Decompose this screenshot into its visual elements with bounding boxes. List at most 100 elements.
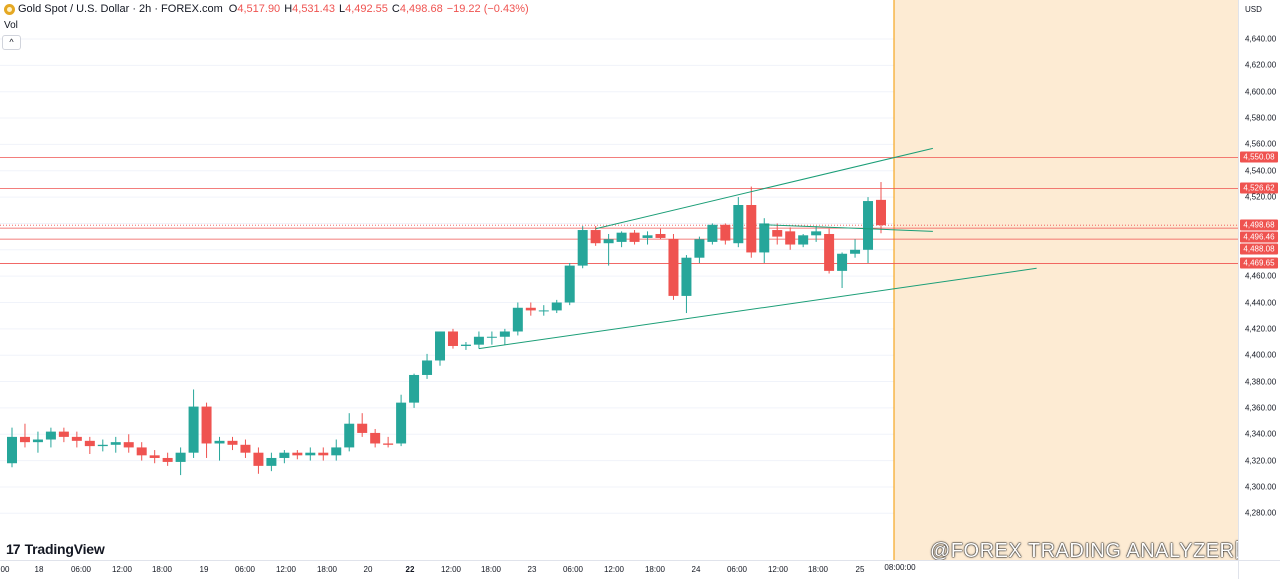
candle-body — [266, 457, 277, 466]
time-tick-label: 23 — [527, 565, 537, 574]
candle-body — [227, 440, 238, 445]
tradingview-logo[interactable]: 17 TradingView — [6, 541, 105, 557]
candle-body — [850, 249, 861, 254]
candle-body — [435, 331, 446, 361]
low-key: L — [338, 3, 346, 15]
candle-body — [629, 232, 640, 242]
time-tick-label: 06:00 — [562, 565, 584, 574]
price-level-tag[interactable]: 4,550.08 — [1240, 151, 1278, 163]
candle-body — [694, 239, 705, 258]
candle-body — [473, 336, 484, 345]
candle-body — [863, 201, 874, 250]
time-tick-label: 18:00 — [151, 565, 173, 574]
candle-body — [32, 439, 43, 443]
candle-body — [772, 230, 783, 237]
time-tick-label: 06:00 — [234, 565, 256, 574]
candle-body — [668, 239, 679, 296]
candle-body — [305, 452, 316, 456]
time-tick-label: 12:00 — [111, 565, 133, 574]
low-value: 4,492.55 — [345, 3, 388, 15]
symbol-legend[interactable]: Gold Spot / U.S. Dollar · 2h · FOREX.com… — [4, 3, 533, 15]
candle-body — [590, 230, 601, 244]
candle-body — [175, 452, 186, 462]
gold-symbol-icon — [4, 3, 15, 15]
price-level-tag[interactable]: 4,488.08 — [1240, 243, 1278, 255]
time-axis[interactable]: 00 18 06:00 12:00 18:00 19 06:00 12:00 18:00 20 22… — [0, 560, 1238, 579]
candle-body — [383, 443, 394, 445]
chart-canvas[interactable] — [0, 0, 1238, 560]
close-key: C — [391, 3, 400, 15]
chart-pane[interactable]: Gold Spot / U.S. Dollar · 2h · FOREX.com… — [0, 0, 1238, 560]
candle-body — [733, 205, 744, 244]
price-tick-label: 4,540.00 — [1245, 166, 1277, 176]
collapse-chevron-icon[interactable]: ^ — [2, 35, 21, 50]
symbol-title[interactable]: Gold Spot / U.S. Dollar · 2h · FOREX.com — [18, 3, 223, 15]
time-tick-label: 24 — [691, 565, 701, 574]
price-level-tag[interactable]: 4,498.68 — [1240, 219, 1278, 231]
time-tick-label: 19 — [199, 565, 209, 574]
open-key: O — [228, 3, 238, 15]
price-tick-label: 4,640.00 — [1245, 34, 1277, 44]
candle-body — [162, 457, 173, 462]
future-zone — [894, 0, 1238, 560]
candle-body — [45, 431, 56, 440]
candle-body — [409, 374, 420, 403]
currency-label[interactable]: USD — [1245, 5, 1262, 14]
candle-body — [564, 265, 575, 303]
trendline-channel-upper — [595, 147, 933, 230]
candle-body — [71, 436, 82, 441]
trendline-channel-lower — [478, 267, 1037, 350]
price-tick-label: 4,360.00 — [1245, 403, 1277, 413]
time-tick-label: 12:00 — [603, 565, 625, 574]
trendline-inner-line — [764, 224, 933, 232]
candle-body — [538, 310, 549, 312]
price-level-tag[interactable]: 4,496.46 — [1240, 231, 1278, 243]
price-level-tag[interactable]: 4,526.62 — [1240, 182, 1278, 194]
candle-body — [318, 452, 329, 456]
price-level-tag[interactable]: 4,469.65 — [1240, 257, 1278, 269]
candle-body — [7, 436, 17, 464]
candle-body — [512, 307, 523, 332]
candle-body — [460, 344, 471, 346]
price-tick-label: 4,460.00 — [1245, 271, 1277, 281]
high-value: 4,531.43 — [292, 3, 335, 15]
candle-body — [681, 257, 692, 296]
candle-body — [214, 440, 225, 444]
candle-body — [279, 452, 290, 458]
high-key: H — [284, 3, 293, 15]
candle-body — [486, 336, 497, 338]
price-tick-label: 4,580.00 — [1245, 113, 1277, 123]
tradingview-mark-icon: 17 — [6, 541, 21, 557]
candle-body — [603, 239, 614, 244]
candle-body — [396, 402, 407, 444]
candle-body — [720, 224, 731, 241]
price-tick-label: 4,300.00 — [1245, 482, 1277, 492]
candle-body — [577, 230, 588, 266]
time-tick-label: 00 — [0, 565, 10, 574]
candle-body — [875, 199, 886, 226]
candle-body — [97, 444, 108, 447]
candle-body — [837, 253, 848, 271]
candle-body — [188, 406, 199, 453]
volume-label[interactable]: Vol — [4, 20, 18, 31]
time-tick-label: 12:00 — [275, 565, 297, 574]
close-value: 4,498.68 — [399, 3, 443, 15]
axis-corner — [1238, 560, 1280, 579]
candle-body — [331, 447, 342, 456]
time-tick-label: 18:00 — [644, 565, 666, 574]
candle-body — [84, 440, 95, 447]
candle-body — [655, 233, 666, 238]
candle-body — [616, 232, 627, 242]
price-axis[interactable]: USD 4,280.00 4,300.00 4,320.00 4,340.00 4,36… — [1238, 0, 1280, 560]
change-value: −19.22 (−0.43%) — [446, 3, 529, 15]
time-tick-label: 06:00 — [726, 565, 748, 574]
candle-body — [370, 432, 381, 444]
price-tick-label: 4,320.00 — [1245, 456, 1277, 466]
candle-body — [422, 360, 433, 375]
time-tick-label: 18:00 — [316, 565, 338, 574]
candle-body — [642, 235, 653, 238]
time-tick-label: 06:00 — [70, 565, 92, 574]
candle-body — [58, 431, 69, 437]
candle-body — [110, 442, 121, 445]
price-tick-label: 4,560.00 — [1245, 139, 1277, 149]
